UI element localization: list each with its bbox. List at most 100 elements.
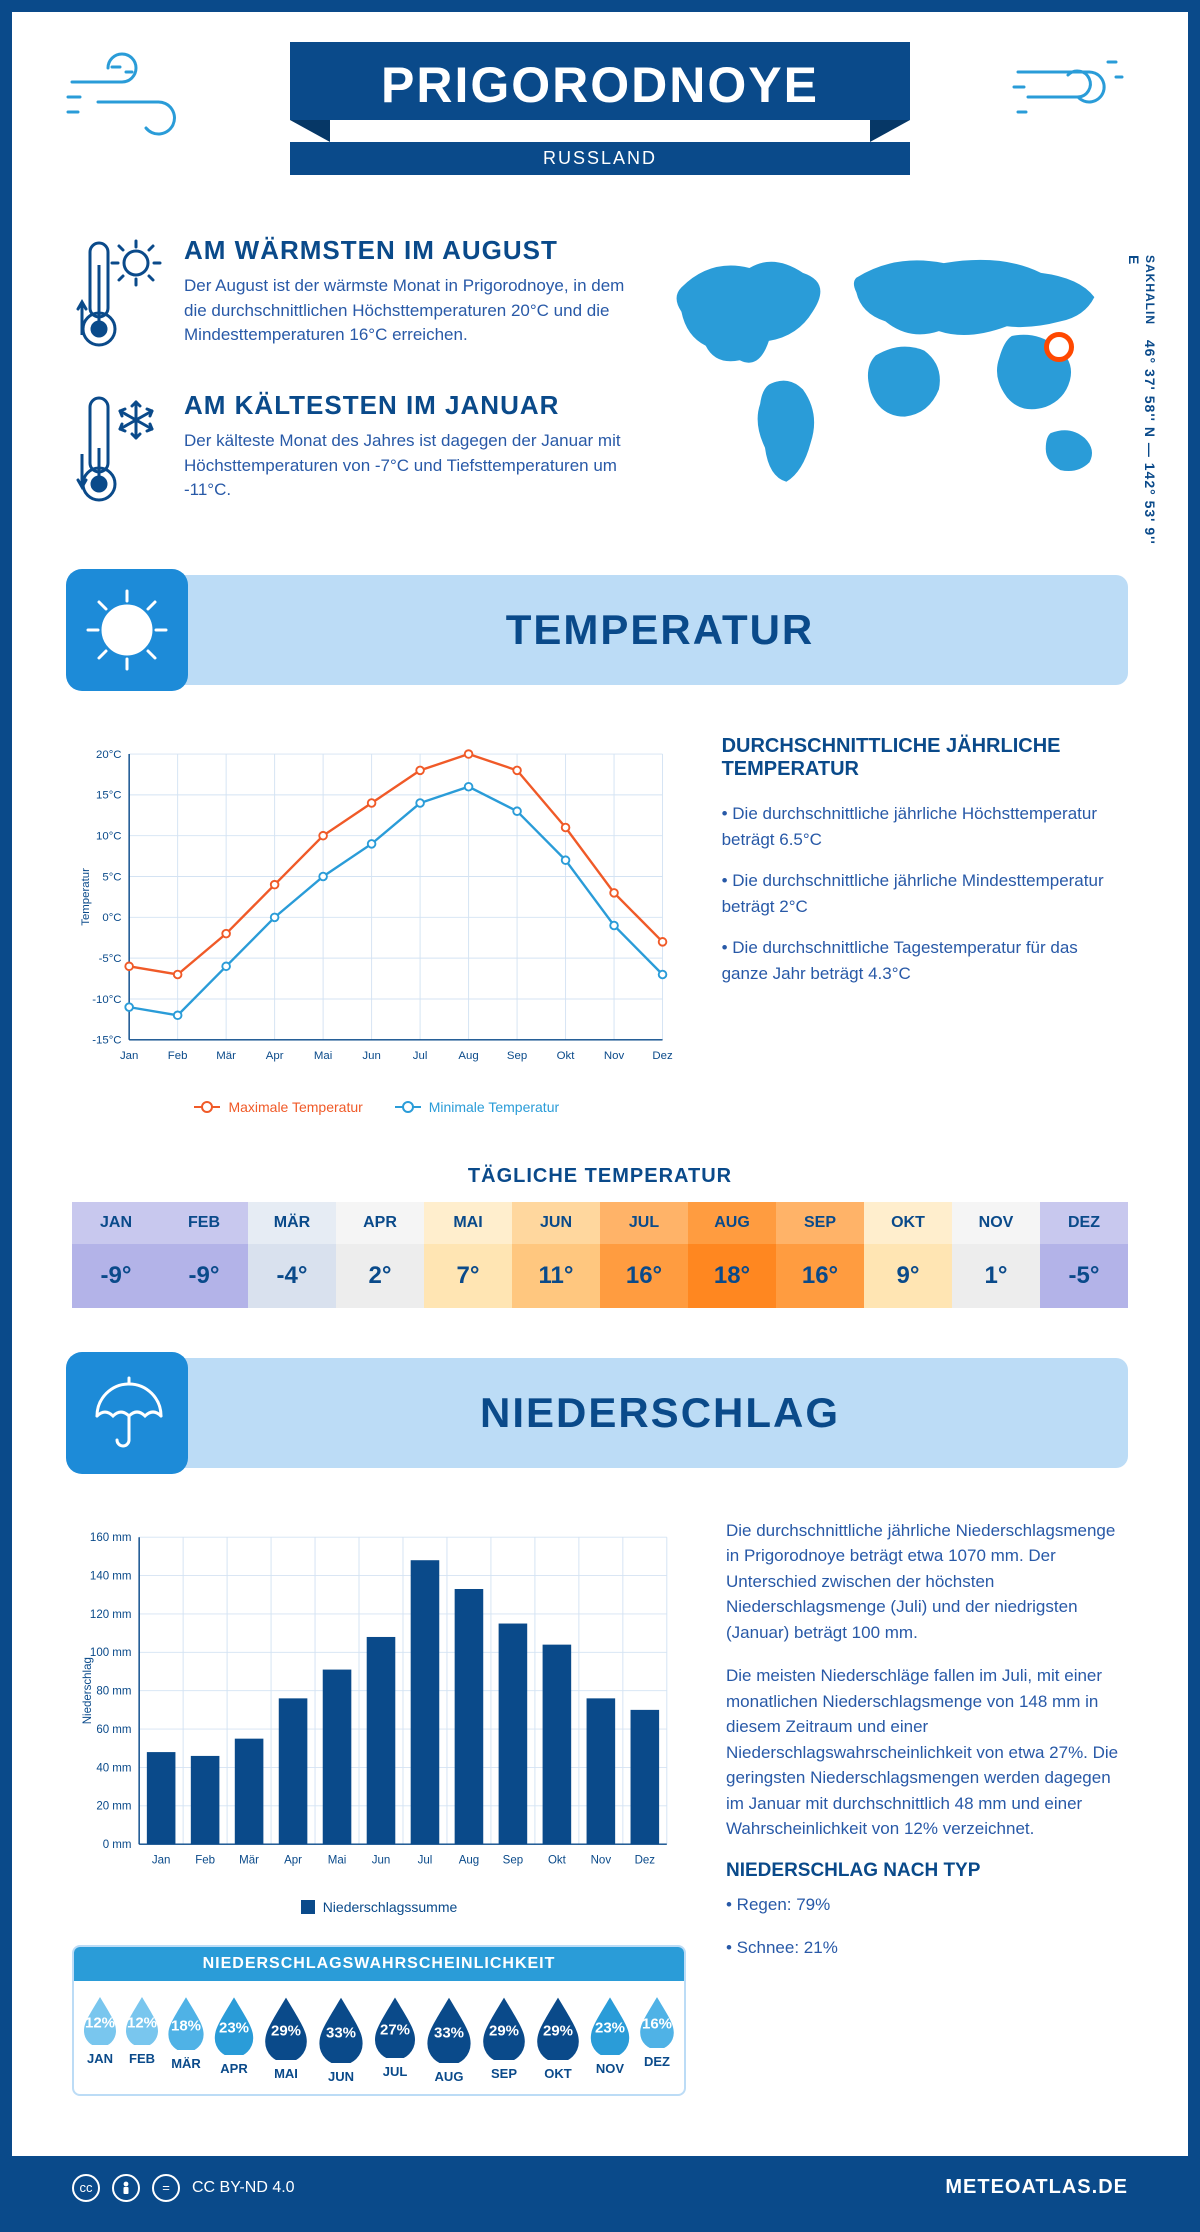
temp-chart: -15°C-10°C-5°C0°C5°C10°C15°C20°CJanFebMä…	[72, 735, 682, 1115]
svg-text:Jan: Jan	[152, 1854, 171, 1866]
svg-text:Apr: Apr	[284, 1854, 302, 1866]
svg-text:Niederschlag: Niederschlag	[82, 1657, 94, 1724]
temp-bullet: • Die durchschnittliche jährliche Höchst…	[722, 801, 1128, 852]
svg-text:Temperatur: Temperatur	[80, 868, 92, 926]
chance-cell: 29% MAI	[260, 1995, 312, 2084]
drop-icon: 27%	[370, 1995, 420, 2058]
temp-heading: TEMPERATUR	[72, 606, 1128, 654]
prec-legend: Niederschlagssumme	[72, 1899, 686, 1917]
daily-value: 11°	[512, 1244, 600, 1308]
license-text: CC BY-ND 4.0	[192, 2179, 295, 2197]
chance-cell: 33% AUG	[422, 1995, 476, 2084]
drop-icon: 23%	[210, 1995, 258, 2055]
temp-bullet: • Die durchschnittliche Tagestemperatur …	[722, 935, 1128, 986]
thermometer-snow-icon	[72, 390, 162, 515]
chance-cell: 27% JUL	[370, 1995, 420, 2084]
coldest-text: Der kälteste Monat des Jahres ist dagege…	[184, 429, 632, 503]
drop-icon: 29%	[478, 1995, 530, 2060]
svg-text:Mai: Mai	[314, 1050, 332, 1062]
svg-text:Jul: Jul	[413, 1050, 428, 1062]
chance-cell: 23% APR	[210, 1995, 258, 2084]
wind-icon	[62, 42, 192, 157]
chance-value: 29%	[271, 2023, 301, 2040]
daily-month: MAI	[424, 1202, 512, 1244]
chance-cell: 12% JAN	[80, 1995, 120, 2084]
drop-icon: 18%	[164, 1995, 208, 2050]
daily-value: 7°	[424, 1244, 512, 1308]
svg-text:-5°C: -5°C	[99, 953, 122, 965]
chance-value: 18%	[171, 2017, 201, 2034]
site-name: METEOATLAS.DE	[945, 2176, 1128, 2199]
daily-value: 16°	[776, 1244, 864, 1308]
chance-cell: 29% SEP	[478, 1995, 530, 2084]
drop-icon: 16%	[636, 1995, 678, 2048]
cc-icon: cc	[72, 2174, 100, 2202]
daily-month: JAN	[72, 1202, 160, 1244]
title-banner: PRIGORODNOYE RUSSLAND	[290, 42, 910, 175]
daily-value: -9°	[72, 1244, 160, 1308]
drop-icon: 33%	[422, 1995, 476, 2063]
daily-col: MÄR -4°	[248, 1202, 336, 1308]
thermometer-sun-icon	[72, 235, 162, 360]
daily-value: 2°	[336, 1244, 424, 1308]
prec-heading: NIEDERSCHLAG	[72, 1389, 1128, 1437]
drop-icon: 12%	[80, 1995, 120, 2045]
chance-month: MÄR	[164, 2056, 208, 2071]
daily-temp-title: TÄGLICHE TEMPERATUR	[12, 1165, 1188, 1188]
daily-col: DEZ -5°	[1040, 1202, 1128, 1308]
daily-temp-table: JAN -9° FEB -9° MÄR -4° APR 2° MAI 7° JU…	[72, 1202, 1128, 1308]
svg-text:-10°C: -10°C	[92, 994, 121, 1006]
daily-col: NOV 1°	[952, 1202, 1040, 1308]
chance-value: 33%	[326, 2024, 356, 2041]
chance-cell: 33% JUN	[314, 1995, 368, 2084]
svg-text:10°C: 10°C	[96, 831, 122, 843]
svg-text:Sep: Sep	[507, 1050, 527, 1062]
svg-text:Aug: Aug	[459, 1854, 479, 1866]
svg-text:Jun: Jun	[362, 1050, 380, 1062]
chance-month: AUG	[422, 2069, 476, 2084]
svg-text:60 mm: 60 mm	[96, 1724, 131, 1736]
svg-text:-15°C: -15°C	[92, 1035, 121, 1047]
chance-value: 16%	[642, 2016, 672, 2033]
chance-month: MAI	[260, 2066, 312, 2081]
license-block: cc = CC BY-ND 4.0	[72, 2174, 295, 2202]
svg-text:15°C: 15°C	[96, 790, 122, 802]
svg-text:Sep: Sep	[503, 1854, 523, 1866]
chance-month: NOV	[586, 2061, 634, 2076]
legend-max: Maximale Temperatur	[228, 1099, 362, 1115]
svg-text:Apr: Apr	[266, 1050, 284, 1062]
legend-min: Minimale Temperatur	[429, 1099, 559, 1115]
umbrella-icon	[66, 1352, 188, 1474]
chance-value: 12%	[127, 2014, 157, 2031]
daily-month: JUL	[600, 1202, 688, 1244]
temp-section-header: TEMPERATUR	[72, 575, 1128, 685]
svg-text:5°C: 5°C	[102, 871, 121, 883]
svg-text:Feb: Feb	[195, 1854, 215, 1866]
svg-text:Jul: Jul	[418, 1854, 433, 1866]
daily-col: OKT 9°	[864, 1202, 952, 1308]
chance-value: 23%	[219, 2020, 249, 2037]
svg-text:0°C: 0°C	[102, 912, 121, 924]
warmest-title: AM WÄRMSTEN IM AUGUST	[184, 235, 632, 266]
svg-text:40 mm: 40 mm	[96, 1762, 131, 1774]
svg-text:Okt: Okt	[557, 1050, 576, 1062]
chance-cell: 12% FEB	[122, 1995, 162, 2084]
svg-text:Dez: Dez	[635, 1854, 656, 1866]
chance-cell: 16% DEZ	[636, 1995, 678, 2084]
svg-text:Mai: Mai	[328, 1854, 347, 1866]
drop-icon: 29%	[532, 1995, 584, 2060]
svg-text:140 mm: 140 mm	[90, 1570, 132, 1582]
header: PRIGORODNOYE RUSSLAND	[12, 12, 1188, 195]
daily-month: SEP	[776, 1202, 864, 1244]
daily-value: -5°	[1040, 1244, 1128, 1308]
daily-month: JUN	[512, 1202, 600, 1244]
drop-icon: 12%	[122, 1995, 162, 2045]
svg-text:80 mm: 80 mm	[96, 1685, 131, 1697]
chance-month: JUN	[314, 2069, 368, 2084]
chance-cell: 23% NOV	[586, 1995, 634, 2084]
daily-month: DEZ	[1040, 1202, 1128, 1244]
daily-value: -4°	[248, 1244, 336, 1308]
prec-type-line: • Schnee: 21%	[726, 1935, 1128, 1961]
chance-title: NIEDERSCHLAGSWAHRSCHEINLICHKEIT	[74, 1947, 684, 1981]
temp-bullet: • Die durchschnittliche jährliche Mindes…	[722, 868, 1128, 919]
